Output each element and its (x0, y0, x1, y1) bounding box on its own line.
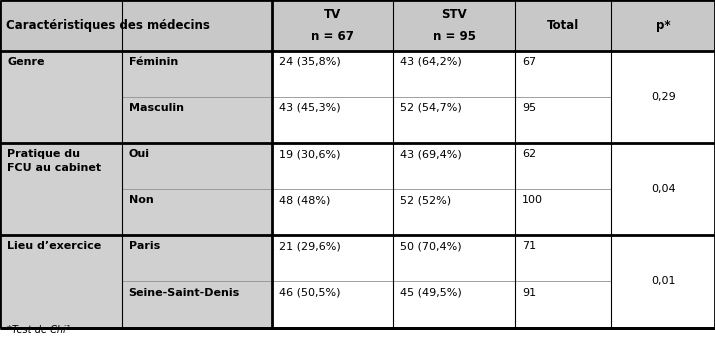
Bar (611, 281, 715, 328)
Bar (272, 189, 393, 235)
Text: 71: 71 (522, 241, 536, 251)
Bar (122, 281, 272, 328)
Bar (272, 281, 393, 328)
Text: TV: TV (324, 8, 341, 21)
Text: 19 (30,6%): 19 (30,6%) (279, 149, 340, 159)
Bar (515, 235, 611, 281)
Text: Féminin: Féminin (129, 57, 178, 67)
Text: STV: STV (441, 8, 467, 21)
Text: 50 (70,4%): 50 (70,4%) (400, 241, 462, 251)
Text: p*: p* (656, 19, 671, 32)
Bar (611, 189, 715, 235)
Text: n = 67: n = 67 (311, 30, 354, 43)
Bar (0, 0, 272, 51)
Bar (122, 189, 272, 235)
Text: 52 (54,7%): 52 (54,7%) (400, 103, 462, 113)
Bar (393, 189, 515, 235)
Bar (0, 51, 122, 143)
Text: 0,04: 0,04 (651, 184, 676, 194)
Text: Caractéristiques des médecins: Caractéristiques des médecins (6, 19, 209, 32)
Text: 21 (29,6%): 21 (29,6%) (279, 241, 340, 251)
Text: Seine-Saint-Denis: Seine-Saint-Denis (129, 288, 240, 298)
Bar (0, 143, 122, 235)
Bar (272, 235, 393, 281)
Bar (393, 0, 515, 51)
Bar (0, 235, 122, 328)
Text: Total: Total (547, 19, 579, 32)
Text: Oui: Oui (129, 149, 149, 159)
Bar (393, 235, 515, 281)
Bar (122, 235, 272, 281)
Bar (515, 0, 611, 51)
Bar (122, 143, 272, 189)
Bar (393, 143, 515, 189)
Text: 0,01: 0,01 (651, 276, 676, 287)
Text: 0,29: 0,29 (651, 92, 676, 102)
Text: Genre: Genre (7, 57, 44, 67)
Text: Masculin: Masculin (129, 103, 184, 113)
Bar (611, 143, 715, 189)
Text: 91: 91 (522, 288, 536, 298)
Bar (611, 235, 715, 281)
Text: 62: 62 (522, 149, 536, 159)
Bar (515, 51, 611, 97)
Bar (515, 97, 611, 143)
Text: 46 (50,5%): 46 (50,5%) (279, 288, 340, 298)
Bar (393, 51, 515, 97)
Text: 48 (48%): 48 (48%) (279, 195, 330, 205)
Bar (611, 0, 715, 51)
Text: 43 (45,3%): 43 (45,3%) (279, 103, 340, 113)
Text: 100: 100 (522, 195, 543, 205)
Text: 67: 67 (522, 57, 536, 67)
Text: Lieu d’exercice: Lieu d’exercice (7, 241, 102, 251)
Bar (393, 97, 515, 143)
Bar (272, 51, 393, 97)
Bar (515, 189, 611, 235)
Bar (515, 281, 611, 328)
Bar (122, 97, 272, 143)
Text: Pratique du
FCU au cabinet: Pratique du FCU au cabinet (7, 149, 102, 173)
Text: *Test de Chi²: *Test de Chi² (7, 325, 70, 335)
Bar (611, 51, 715, 97)
Bar (272, 97, 393, 143)
Bar (393, 281, 515, 328)
Text: 43 (64,2%): 43 (64,2%) (400, 57, 462, 67)
Text: Non: Non (129, 195, 154, 205)
Text: 45 (49,5%): 45 (49,5%) (400, 288, 462, 298)
Text: Paris: Paris (129, 241, 160, 251)
Bar (272, 0, 393, 51)
Text: 43 (69,4%): 43 (69,4%) (400, 149, 462, 159)
Bar (122, 51, 272, 97)
Text: 24 (35,8%): 24 (35,8%) (279, 57, 340, 67)
Bar (611, 97, 715, 143)
Bar (515, 143, 611, 189)
Text: 95: 95 (522, 103, 536, 113)
Text: 52 (52%): 52 (52%) (400, 195, 452, 205)
Bar (272, 143, 393, 189)
Text: n = 95: n = 95 (433, 30, 475, 43)
